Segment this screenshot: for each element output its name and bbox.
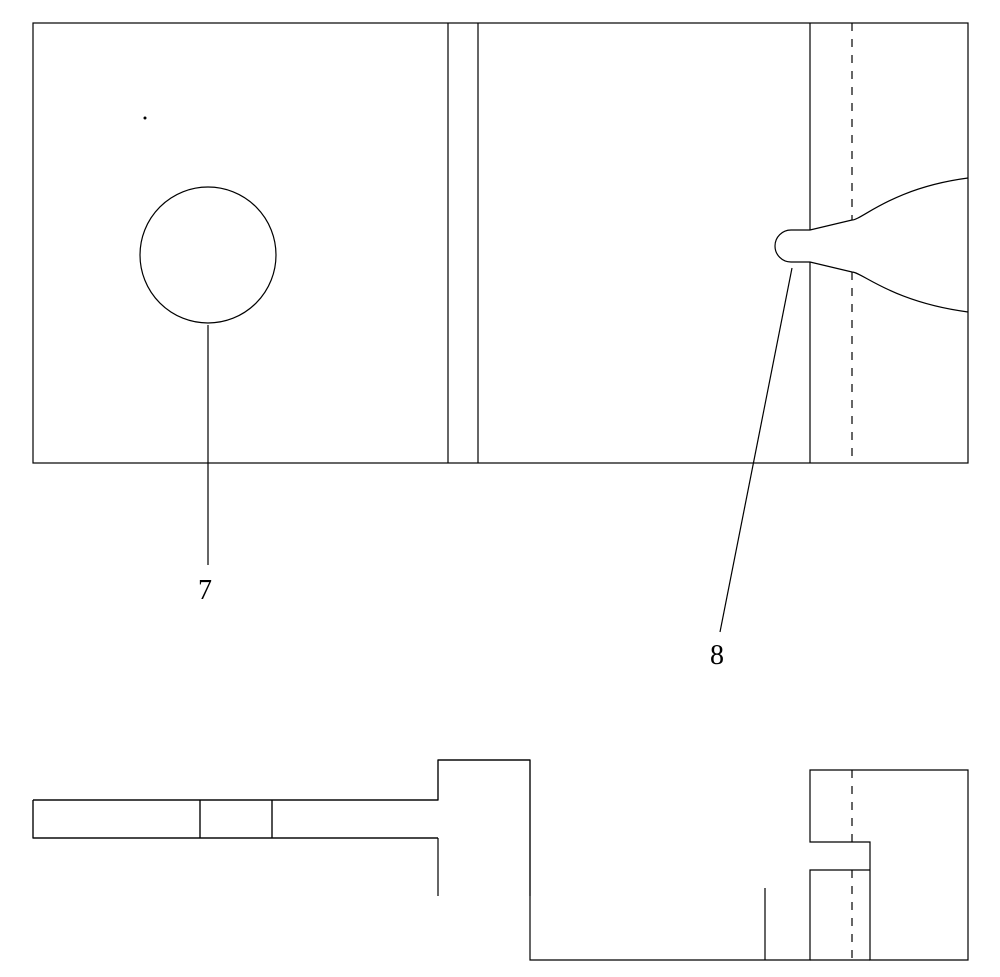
callout-label-7: 7 bbox=[198, 575, 212, 607]
technical-drawing bbox=[0, 0, 1000, 977]
callout-label-8: 8 bbox=[710, 640, 724, 672]
